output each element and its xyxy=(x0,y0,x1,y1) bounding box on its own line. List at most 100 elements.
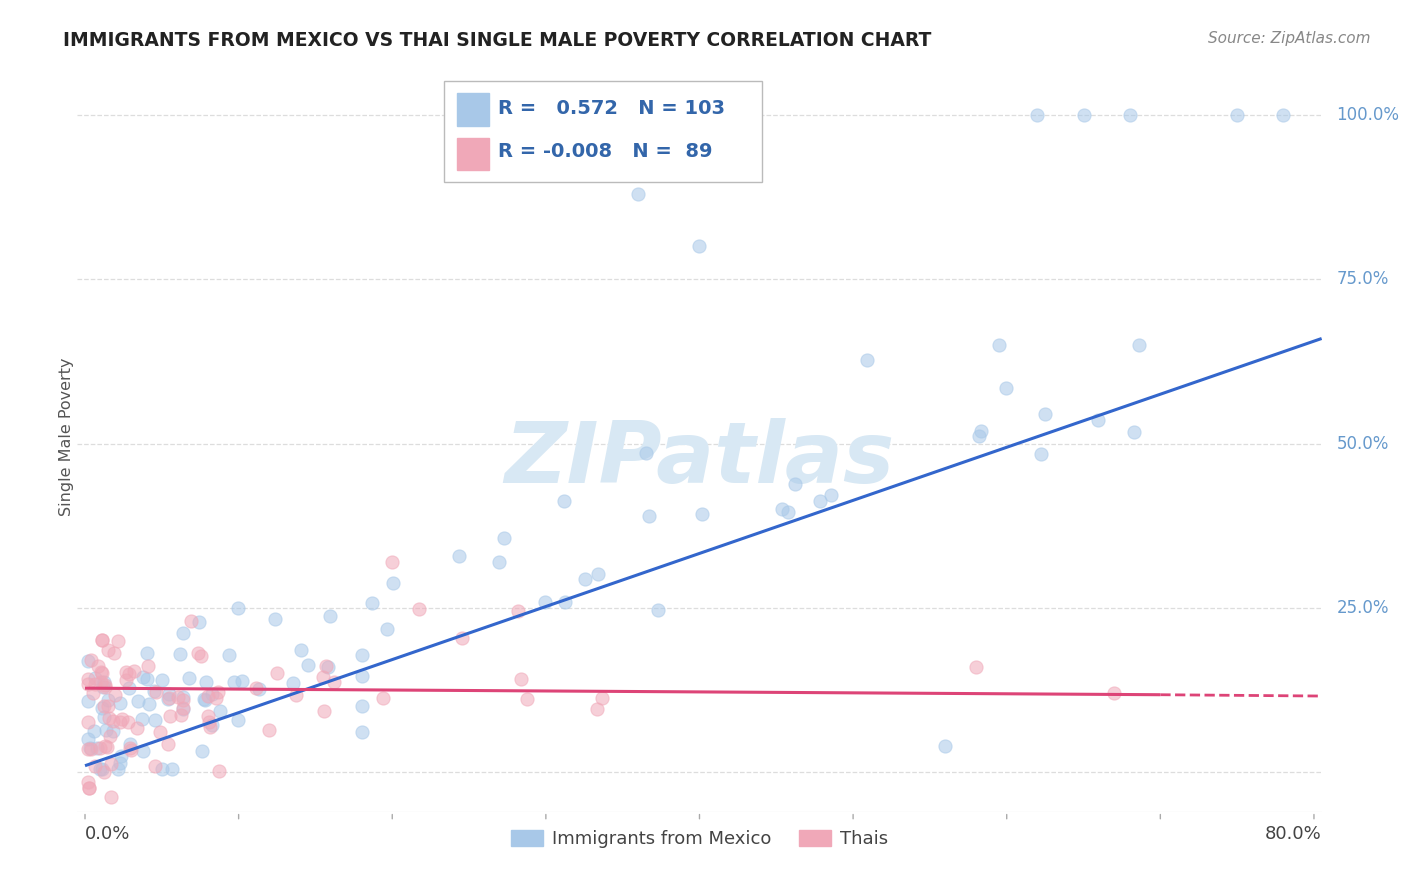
Point xyxy=(350,699,373,714)
Point xyxy=(136,673,159,687)
Point xyxy=(591,690,613,705)
Point xyxy=(1029,447,1052,461)
Text: IMMIGRANTS FROM MEXICO VS THAI SINGLE MALE POVERTY CORRELATION CHART: IMMIGRANTS FROM MEXICO VS THAI SINGLE MA… xyxy=(63,31,932,50)
Point xyxy=(312,704,335,718)
Point xyxy=(194,675,217,690)
Point xyxy=(207,685,229,699)
Point xyxy=(350,724,373,739)
Point xyxy=(247,682,270,697)
Point xyxy=(785,477,807,491)
Point xyxy=(1087,413,1109,427)
Point xyxy=(159,709,181,723)
Point xyxy=(190,648,212,663)
Point xyxy=(449,549,471,563)
Point xyxy=(167,690,190,704)
Point xyxy=(79,741,101,756)
Point xyxy=(131,712,153,726)
Point xyxy=(172,626,194,640)
Point xyxy=(1102,686,1125,700)
Point xyxy=(97,698,120,713)
Point xyxy=(638,508,661,523)
Point xyxy=(281,676,304,690)
Point xyxy=(197,689,219,703)
Point xyxy=(80,742,103,756)
Point xyxy=(312,670,335,684)
Point xyxy=(89,762,111,776)
Point xyxy=(117,714,139,729)
Text: ZIPatlas: ZIPatlas xyxy=(505,418,894,501)
Point xyxy=(98,711,121,725)
Text: 0.0%: 0.0% xyxy=(84,825,131,843)
Point xyxy=(115,665,138,679)
Point xyxy=(266,665,288,680)
Point xyxy=(100,756,122,771)
Point xyxy=(172,693,194,707)
Point xyxy=(534,595,557,609)
Point xyxy=(204,690,226,705)
Point xyxy=(318,609,340,624)
Point xyxy=(201,688,224,702)
Point xyxy=(375,622,398,636)
Point xyxy=(90,701,112,715)
Point xyxy=(77,780,100,795)
Point xyxy=(120,740,142,755)
Point xyxy=(510,673,533,687)
Point xyxy=(107,634,129,648)
Point xyxy=(690,508,713,522)
Point xyxy=(778,505,800,519)
Point xyxy=(132,670,155,684)
Point xyxy=(208,704,231,718)
Point xyxy=(451,631,474,645)
Point xyxy=(494,531,516,545)
Point xyxy=(149,724,172,739)
Point xyxy=(197,715,219,730)
Point xyxy=(122,664,145,678)
Point xyxy=(934,739,956,753)
Point xyxy=(93,764,115,779)
Point xyxy=(315,658,337,673)
Point xyxy=(245,681,267,695)
Point xyxy=(91,681,114,695)
Point xyxy=(132,743,155,757)
Point xyxy=(82,686,104,700)
Point xyxy=(169,648,191,662)
Point xyxy=(91,632,114,647)
Point xyxy=(96,739,118,754)
Point xyxy=(101,714,124,729)
Point xyxy=(361,596,384,610)
Point xyxy=(382,575,405,590)
Point xyxy=(187,646,209,660)
Point xyxy=(77,774,100,789)
Point xyxy=(222,675,245,690)
Point xyxy=(226,601,249,615)
Point xyxy=(688,239,710,253)
Point xyxy=(93,710,115,724)
Point xyxy=(856,353,879,368)
Point xyxy=(1033,407,1056,421)
Point xyxy=(1272,108,1295,122)
Point xyxy=(970,425,993,439)
Point xyxy=(586,702,609,716)
Point xyxy=(143,714,166,728)
Point xyxy=(381,555,404,569)
Point xyxy=(136,646,159,660)
Point xyxy=(107,762,129,776)
Point xyxy=(86,741,108,756)
Point xyxy=(770,502,793,516)
Point xyxy=(1073,108,1095,122)
Point xyxy=(157,691,180,706)
Point xyxy=(290,643,312,657)
Point xyxy=(111,712,134,726)
Point xyxy=(350,648,373,662)
Point xyxy=(118,737,141,751)
Point xyxy=(190,744,212,758)
Point xyxy=(323,675,346,690)
Point xyxy=(180,614,202,628)
Text: 50.0%: 50.0% xyxy=(1337,434,1389,452)
Point xyxy=(138,697,160,711)
Point xyxy=(1128,338,1150,352)
Point xyxy=(259,723,281,738)
Point xyxy=(108,715,131,730)
Point xyxy=(197,709,219,723)
Point xyxy=(808,494,831,508)
